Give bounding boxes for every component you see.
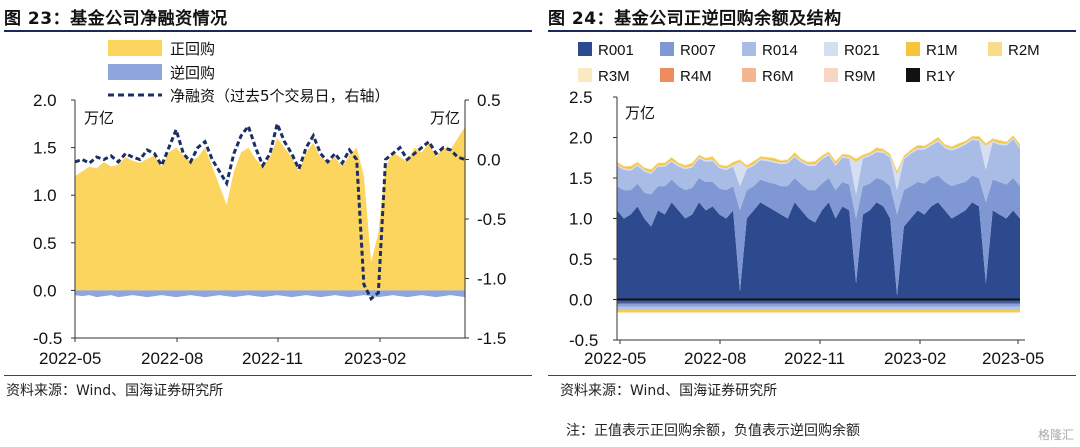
stack-area-R014 [617, 139, 1020, 219]
stack-area-R001 [617, 202, 1020, 300]
legend-swatch-R9M [824, 68, 838, 82]
negative-band-R001 [617, 299, 1020, 304]
legend-swatch-R021 [824, 42, 838, 56]
legend-label-R2M: R2M [1008, 42, 1040, 59]
watermark-logo: 格隆汇 [1037, 428, 1074, 442]
stack-area-R021 [617, 137, 1020, 195]
legend-label-逆回购: 逆回购 [170, 64, 215, 82]
legend-label-R001: R001 [598, 42, 634, 59]
legend-label-R4M: R4M [680, 68, 712, 85]
legend-swatch-R2M [988, 42, 1002, 56]
legend-swatch-R1Y [906, 68, 920, 82]
legend-swatch-R6M [742, 68, 756, 82]
right-tick-label: 0.5 [477, 91, 501, 110]
stack-area-R2M [617, 135, 1020, 172]
chart-title-left: 图 23：基金公司净融资情况 [4, 9, 228, 29]
r-tick-label: 2.0 [569, 129, 593, 148]
right-tick-label: 0.0 [477, 151, 501, 170]
r-x-tick-label: 2023-05 [982, 349, 1044, 368]
stack-area-R007 [617, 175, 1020, 296]
source-left: 资料来源：Wind、国海证券研究所 [6, 383, 224, 399]
legend-label-R021: R021 [844, 42, 880, 59]
legend-swatch-R1M [906, 42, 920, 56]
negative-band-R014 [617, 306, 1020, 311]
right-y-unit: 万亿 [430, 109, 460, 127]
r-x-tick-label: 2022-08 [684, 349, 746, 368]
x-tick-label: 2022-05 [39, 349, 101, 368]
x-tick-label: 2022-08 [141, 349, 203, 368]
r-x-tick-label: 2022-05 [584, 349, 646, 368]
r-tick-label: 0.0 [569, 291, 593, 310]
legend-label-R3M: R3M [598, 68, 630, 85]
legend-label-正回购: 正回购 [170, 40, 215, 58]
r-tick-label: 1.5 [569, 169, 593, 188]
legend-swatch-正回购 [108, 40, 162, 56]
legend-swatch-R001 [578, 42, 592, 56]
legend-label-R6M: R6M [762, 68, 794, 85]
r-x-tick-label: 2023-02 [884, 349, 946, 368]
legend-swatch-R3M [578, 68, 592, 82]
legend-label-R9M: R9M [844, 68, 876, 85]
right-tick-label: -1.0 [477, 270, 506, 289]
series-area-逆回购 [75, 290, 465, 298]
legend-swatch-R014 [742, 42, 756, 56]
x-tick-label: 2022-11 [242, 349, 303, 368]
series-line-净融资 [74, 118, 466, 302]
r-tick-label: 1.0 [569, 210, 593, 229]
note-text: 注：正值表示正回购余额，负值表示逆回购余额 [566, 423, 860, 439]
title-rule-right [548, 30, 1076, 32]
left-tick-label: 1.5 [33, 139, 57, 158]
x-tick-label: 2023-02 [344, 349, 406, 368]
negative-band-R1M [617, 310, 1020, 313]
series-area-正回购 [75, 126, 465, 291]
right-tick-label: -1.5 [477, 329, 506, 348]
r-tick-label: 2.5 [569, 88, 593, 107]
source-rule-right [548, 375, 1076, 376]
legend-label-R007: R007 [680, 42, 716, 59]
source-rule-left [4, 375, 532, 376]
legend-label-净融资: 净融资（过去5个交易日，右轴） [170, 87, 390, 105]
r-tick-label: 0.5 [569, 250, 593, 269]
left-tick-label: 0.5 [33, 234, 57, 253]
left-y-unit: 万亿 [84, 109, 114, 127]
right-tick-label: -0.5 [477, 210, 506, 229]
left-tick-label: 1.0 [33, 186, 57, 205]
left-tick-label: -0.5 [33, 329, 62, 348]
legend-label-R1Y: R1Y [926, 68, 955, 85]
title-rule-left [4, 30, 532, 32]
source-right: 资料来源：Wind、国海证券研究所 [560, 383, 778, 399]
r-x-tick-label: 2022-11 [784, 349, 845, 368]
left-chart: 2.0 1.5 1.0 0.5 0.0 -0.5 0.5 0.0 -0.5 -1.0 -1.5 202… [33, 40, 506, 368]
legend-label-R1M: R1M [926, 42, 958, 59]
legend-label-R014: R014 [762, 42, 798, 59]
right-chart-y-unit: 万亿 [625, 104, 655, 122]
right-legend: R001 R007 R014 R021 R1M R2M R3M R4M R6M R9M R1Y [578, 42, 1040, 85]
stack-area-R1M [617, 135, 1020, 174]
left-tick-label: 0.0 [33, 281, 57, 300]
legend-swatch-逆回购 [108, 64, 162, 80]
chart-title-right: 图 24：基金公司正逆回购余额及结构 [548, 9, 842, 29]
negative-band-R007 [617, 303, 1020, 307]
legend-swatch-R4M [660, 68, 674, 82]
left-tick-label: 2.0 [33, 91, 57, 110]
r-tick-label: -0.5 [569, 331, 598, 350]
legend-swatch-R007 [660, 42, 674, 56]
